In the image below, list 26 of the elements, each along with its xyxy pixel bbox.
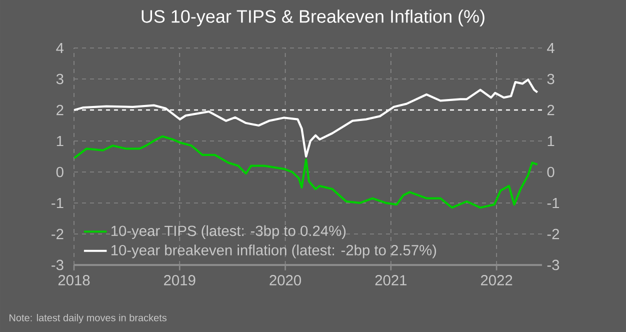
x-tick-label: 2021 bbox=[375, 275, 407, 286]
y-tick-label: -1 bbox=[52, 198, 64, 208]
y-tick-label: 1 bbox=[56, 136, 64, 146]
y2-tick-label: -1 bbox=[547, 198, 560, 208]
x-tick-label: 2018 bbox=[58, 275, 90, 286]
x-tick-label: 2019 bbox=[164, 275, 196, 286]
y-tick-label: 2 bbox=[56, 104, 64, 116]
y2-tick-label: 0 bbox=[547, 166, 554, 178]
y-tick-label: -2 bbox=[52, 228, 64, 240]
x-tick-label: 2022 bbox=[480, 275, 512, 286]
y-tick-label: 0 bbox=[56, 166, 64, 178]
text: Note: latest daily moves in brackets bbox=[10, 314, 167, 324]
y-tick-label: -3 bbox=[52, 260, 64, 270]
chart-title: US 10-year TIPS & Breakeven Inflation (%) bbox=[142, 10, 484, 26]
y2-tick-label: -2 bbox=[547, 228, 560, 240]
y2-tick-label: 1 bbox=[548, 136, 554, 146]
y2-tick-label: 3 bbox=[547, 74, 554, 84]
y2-tick-label: -3 bbox=[547, 260, 560, 270]
y-tick-label: 3 bbox=[56, 74, 64, 84]
legend-label: 10-year breakeven inflation (latest: -2bp to 2.57%) bbox=[111, 244, 436, 258]
x-tick-label: 2020 bbox=[270, 275, 301, 286]
line-series bbox=[74, 135, 538, 209]
y-tick-label: 4 bbox=[56, 42, 64, 54]
y2-tick-label: 2 bbox=[547, 104, 554, 116]
y2-tick-label: 4 bbox=[547, 42, 554, 54]
legend-label: 10-year TIPS (latest: -3bp to 0.24%) bbox=[111, 225, 346, 239]
